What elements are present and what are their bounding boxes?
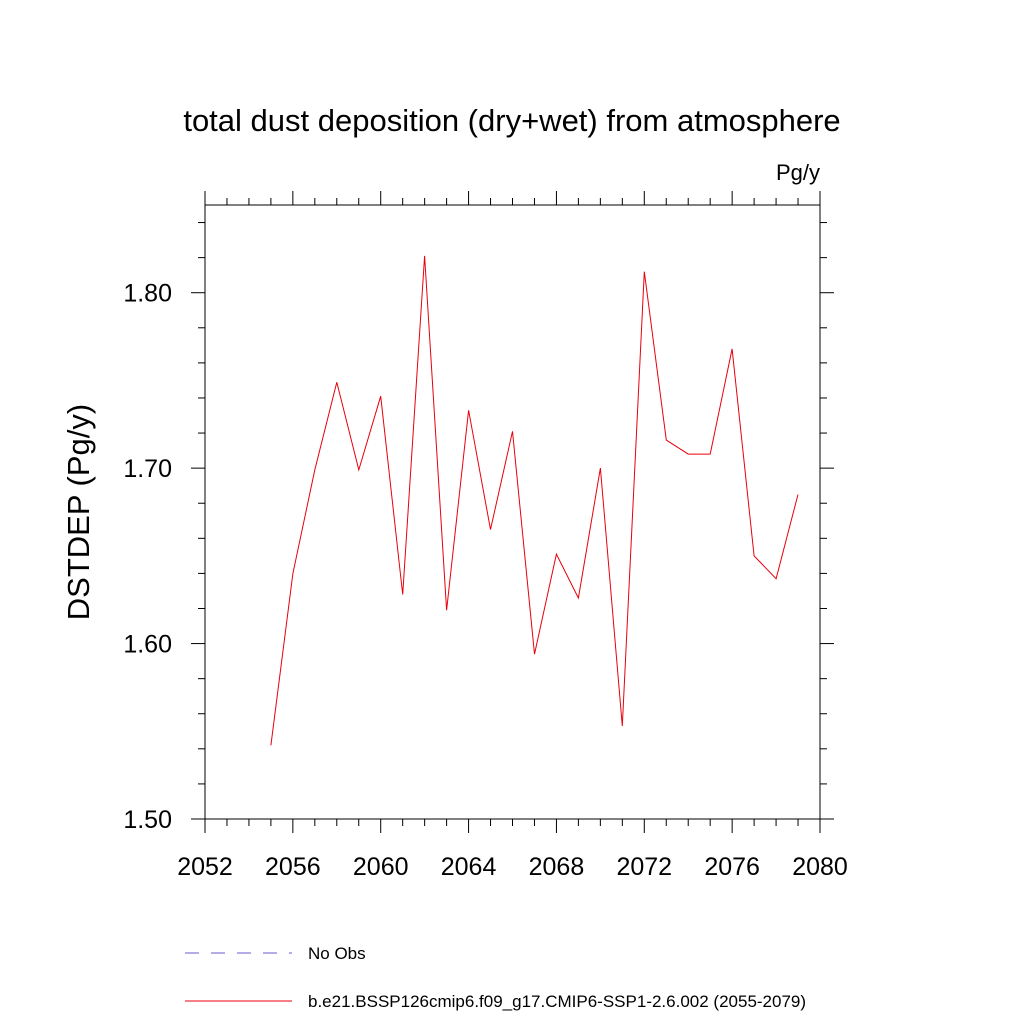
x-tick-label: 2056: [265, 853, 321, 881]
series-group: [270, 255, 799, 746]
legend-label-model: b.e21.BSSP126cmip6.f09_g17.CMIP6-SSP1-2.…: [308, 992, 806, 1011]
axis-ticks: 2052 2056 2060 2064 2068 2072 2076 2080 1.50 1.60…: [123, 191, 848, 881]
y-tick-label: 1.60: [123, 631, 172, 659]
chart-title: total dust deposition (dry+wet) from atm…: [183, 103, 840, 138]
plot-frame: [204, 204, 821, 820]
y-tick-label: 1.70: [123, 455, 172, 483]
x-tick-label: 2060: [353, 853, 409, 881]
series-line: [270, 255, 799, 746]
legend-label-no-obs: No Obs: [308, 944, 366, 963]
x-tick-label: 2080: [792, 853, 848, 881]
y-tick-label: 1.80: [123, 280, 172, 308]
units-label: Pg/y: [776, 160, 820, 185]
x-tick-label: 2068: [529, 853, 585, 881]
x-tick-label: 2064: [441, 853, 497, 881]
x-tick-label: 2072: [616, 853, 672, 881]
y-tick-label: 1.50: [123, 806, 172, 834]
x-tick-label: 2076: [704, 853, 760, 881]
x-tick-label: 2052: [177, 853, 233, 881]
y-axis-label: DSTDEP (Pg/y): [61, 404, 96, 620]
